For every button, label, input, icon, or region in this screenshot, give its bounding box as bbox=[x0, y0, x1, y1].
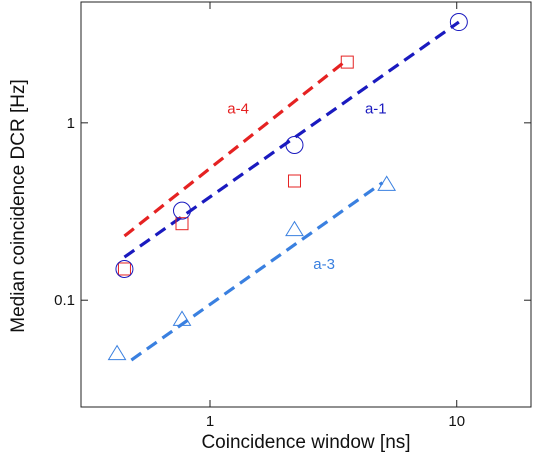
y-tick-label: 1 bbox=[67, 115, 75, 132]
series-label-a-3: a-3 bbox=[313, 256, 335, 273]
plot-frame bbox=[80, 1, 532, 408]
x-tick-label: 1 bbox=[206, 413, 214, 430]
point-a-1 bbox=[449, 13, 468, 32]
fit-line-a-4 bbox=[123, 60, 346, 238]
point-a-3 bbox=[107, 344, 127, 361]
fit-lines bbox=[123, 20, 460, 362]
point-a-4 bbox=[340, 55, 354, 69]
data-markers bbox=[107, 13, 468, 361]
point-a-4 bbox=[175, 217, 189, 231]
x-axis-label: Coincidence window [ns] bbox=[201, 432, 410, 453]
axis-ticks: 1 10 0.1 1 bbox=[54, 2, 531, 430]
point-a-3 bbox=[172, 310, 192, 326]
fit-line-a-1 bbox=[123, 20, 460, 259]
annotations: a-4 a-1 a-3 bbox=[227, 100, 386, 273]
y-tick-label: 0.1 bbox=[54, 292, 75, 309]
point-a-1 bbox=[115, 259, 134, 278]
series-label-a-1: a-1 bbox=[365, 100, 387, 117]
point-a-1 bbox=[173, 201, 192, 220]
point-a-4 bbox=[287, 174, 301, 188]
fit-line-a-3 bbox=[130, 181, 384, 362]
point-a-1 bbox=[285, 135, 304, 154]
series-label-a-4: a-4 bbox=[227, 100, 249, 117]
point-a-4 bbox=[117, 262, 131, 276]
point-a-3 bbox=[285, 220, 304, 237]
point-a-3 bbox=[377, 175, 397, 191]
y-axis-label: Median coincidence DCR [Hz] bbox=[8, 79, 29, 332]
x-tick-label: 10 bbox=[448, 413, 465, 430]
